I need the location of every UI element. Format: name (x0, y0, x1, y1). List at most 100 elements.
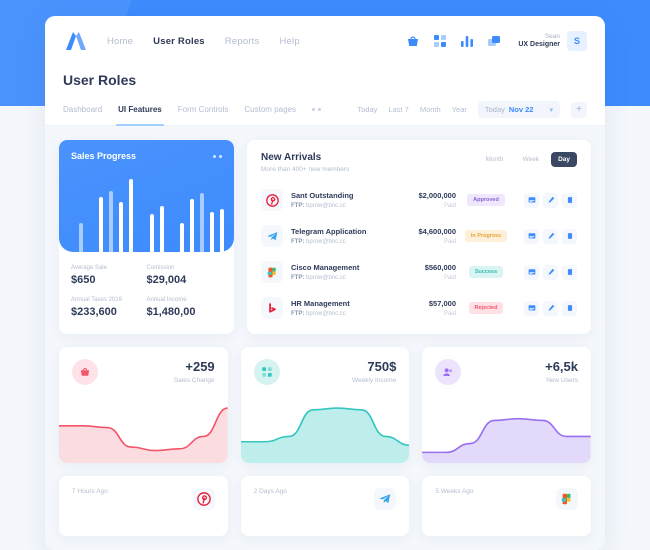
chevron-down-icon: ▾ (549, 106, 553, 114)
delete-icon[interactable] (562, 192, 577, 208)
period-week[interactable]: Week (522, 156, 540, 163)
row-actions (524, 228, 577, 244)
activity-card[interactable]: 7 Hours Ago (59, 476, 228, 536)
arrival-row[interactable]: HR Management FTP: bprow@bnc.cc $57,000 … (261, 290, 577, 326)
arrival-mail: FTP: bprow@bnc.cc (291, 311, 346, 317)
sales-bar (149, 214, 154, 252)
arrival-info: Cisco Management FTP: bprow@bnc.cc (291, 263, 359, 281)
avatar[interactable]: S (567, 31, 587, 51)
activity-time: 2 Days Ago (253, 488, 287, 495)
telegram-icon (374, 488, 397, 510)
telegram-icon (261, 225, 283, 247)
edit-icon[interactable] (543, 192, 558, 208)
sales-stats: Average Sale $650 Comission $29,004 Annu… (59, 252, 234, 332)
filter-today[interactable]: Today (357, 105, 378, 114)
sales-bar (129, 179, 134, 252)
period-month[interactable]: Month (485, 156, 504, 163)
metric-area-chart (422, 401, 592, 463)
period-day[interactable]: Day (551, 152, 577, 167)
cisco-icon (261, 261, 283, 283)
arrival-amount: $57,000 Paid (386, 299, 456, 317)
brand-logo-icon[interactable] (63, 31, 89, 51)
view-icon[interactable] (524, 228, 539, 244)
arrival-amount: $2,000,000 Paid (386, 191, 456, 209)
tab-ui-features[interactable]: UI Features (116, 94, 164, 126)
sales-progress-menu-icon[interactable] (213, 154, 222, 158)
stat-value: $233,600 (71, 306, 117, 318)
arrival-info: Sant Outstanding FTP: bprow@bnc.cc (291, 191, 354, 209)
filter-year[interactable]: Year (451, 105, 467, 114)
nav-link-reports[interactable]: Reports (224, 35, 260, 47)
arrival-row[interactable]: Telegram Application FTP: bprow@bnc.cc $… (261, 218, 577, 254)
nav-link-help[interactable]: Help (279, 35, 300, 47)
tabs: Dashboard UI Features Form Controls Cust… (63, 94, 321, 126)
status-badge: Approved (467, 194, 505, 206)
tab-custom-pages[interactable]: Custom pages (244, 105, 296, 114)
page-title: User Roles (63, 72, 137, 88)
arrival-mail: FTP: bprow@bnc.cc (291, 239, 346, 245)
arrival-info: Telegram Application FTP: bprow@bnc.cc (291, 227, 366, 245)
stat-label: Comission (146, 265, 175, 271)
stat-label: Annual Income (146, 297, 187, 303)
delete-icon[interactable] (562, 300, 577, 316)
layers-icon[interactable] (487, 34, 501, 48)
add-button[interactable]: + (571, 101, 587, 118)
nav-link-home[interactable]: Home (107, 35, 134, 47)
row-primary: Sales Progress Average Sale $650 Comissi… (59, 140, 591, 334)
cisco-icon (556, 488, 579, 510)
tabs-overflow-icon[interactable] (312, 108, 321, 111)
filter-last-7[interactable]: Last 7 (388, 105, 409, 114)
tab-dashboard[interactable]: Dashboard (63, 105, 103, 114)
activity-card[interactable]: 2 Days Ago (240, 476, 410, 536)
arrival-amount: $560,000 Paid (386, 263, 456, 281)
activity-card[interactable]: 5 Weeks Ago (422, 476, 592, 536)
view-icon[interactable] (524, 264, 539, 280)
date-picker[interactable]: Today Nov 22 ▾ (477, 101, 560, 118)
row-actions (524, 192, 577, 208)
arrival-mail: FTP: bprow@bnc.cc (291, 275, 346, 281)
metric-area-chart (59, 401, 228, 463)
metric-text: 750$ Weekly Income (352, 359, 396, 384)
arrival-amount-value: $560,000 (424, 263, 456, 272)
nav-links: Home User Roles Reports Help (107, 36, 300, 47)
stat-annual-income: Annual Income $1,480,00 (147, 297, 223, 318)
arrival-name: Cisco Management (291, 263, 360, 272)
period-toggle: Month Week Day (478, 152, 577, 167)
tab-form-controls[interactable]: Form Controls (177, 105, 229, 114)
edit-icon[interactable] (543, 300, 558, 316)
delete-icon[interactable] (562, 264, 577, 280)
metric-card: 750$ Weekly Income (240, 347, 410, 463)
sales-progress-card: Sales Progress Average Sale $650 Comissi… (59, 140, 234, 334)
metric-text: +259 Sales Change (174, 359, 215, 384)
sales-progress-header: Sales Progress (71, 151, 222, 161)
row-metrics: +259 Sales Change 750$ Weekly Income (59, 347, 592, 463)
metric-area-chart (240, 401, 410, 463)
basket-icon[interactable] (406, 34, 420, 48)
metric-value: 750$ (367, 359, 397, 374)
delete-icon[interactable] (562, 228, 577, 244)
view-icon[interactable] (524, 192, 539, 208)
filter-month[interactable]: Month (419, 105, 441, 114)
metric-text: +6,5k New Users (545, 359, 578, 384)
sales-bar (189, 198, 194, 252)
grid-icon[interactable] (433, 34, 447, 48)
bar-chart-icon[interactable] (460, 34, 474, 48)
user-profile[interactable]: Sean UX Designer S (518, 31, 587, 51)
arrival-row[interactable]: Sant Outstanding FTP: bprow@bnc.cc $2,00… (261, 182, 577, 218)
badge-cell: In Progress (456, 230, 516, 242)
arrival-row[interactable]: Cisco Management FTP: bprow@bnc.cc $560,… (261, 254, 577, 290)
edit-icon[interactable] (543, 264, 558, 280)
nav-link-user-roles[interactable]: User Roles (153, 35, 205, 47)
view-icon[interactable] (524, 300, 539, 316)
edit-icon[interactable] (543, 228, 558, 244)
bing-icon (261, 297, 283, 319)
user-name: Sean (544, 32, 560, 40)
new-arrivals-title: New Arrivals (261, 152, 322, 163)
arrival-amount-status: Paid (443, 239, 456, 245)
sales-bar (159, 206, 164, 252)
filters: Today Last 7 Month Year Today Nov 22 ▾ + (357, 101, 587, 118)
arrival-name: HR Management (291, 299, 350, 308)
arrival-mail: FTP: bprow@bnc.cc (291, 203, 346, 209)
badge-cell: Rejected (456, 302, 516, 314)
arrival-amount: $4,600,000 Paid (386, 227, 456, 245)
